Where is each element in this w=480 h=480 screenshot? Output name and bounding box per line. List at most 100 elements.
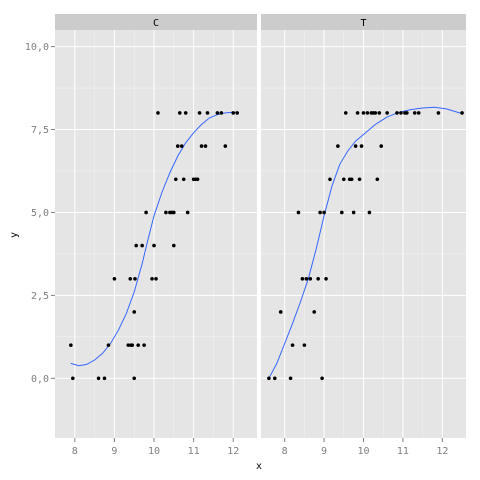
data-point [235,111,239,115]
facet-strip-label: C [153,18,159,29]
data-point [134,243,138,248]
data-point [152,243,156,248]
x-tick-label: 9 [321,446,327,457]
y-tick-label: 10,0 [25,42,49,53]
data-point [416,111,421,115]
data-point [175,144,180,148]
data-point [177,111,182,115]
data-point [353,144,358,148]
data-point [359,144,364,148]
data-point [351,210,356,215]
data-point [436,111,441,115]
data-point [197,111,202,115]
data-point [288,376,293,381]
data-point [412,111,417,115]
data-point [150,276,154,281]
data-point [128,276,133,281]
x-tick-label: 8 [282,446,288,457]
data-point [377,111,382,115]
data-point [340,210,344,215]
data-point [405,111,409,115]
data-point [324,276,328,281]
x-tick-label: 12 [227,446,239,457]
data-point [183,111,188,115]
data-point [302,343,307,347]
data-point [361,111,366,115]
facet-strip-C [55,14,257,30]
data-point [278,310,283,314]
data-point [355,111,360,115]
data-point [336,144,340,148]
data-point [385,111,389,115]
data-point [142,343,146,347]
data-point [130,343,135,347]
data-point [199,144,204,148]
data-point [341,177,346,182]
data-point [156,111,160,115]
data-point [69,343,73,347]
data-point [164,210,168,215]
x-tick-label: 11 [188,446,200,457]
data-point [375,177,380,182]
data-point [320,376,324,381]
data-point [140,243,144,248]
data-point [219,111,224,115]
data-point [223,144,228,148]
data-point [460,111,464,115]
data-point [96,376,101,381]
data-point [328,177,332,182]
data-point [154,276,158,281]
x-tick-label: 10 [357,446,369,457]
data-point [174,177,178,182]
x-tick-label: 9 [111,446,117,457]
data-point [349,177,354,182]
data-point [132,310,137,314]
data-point [316,276,320,281]
data-point [343,111,348,115]
facet-strip-label: T [360,18,366,29]
data-point [300,276,305,281]
data-point [308,276,313,281]
data-point [71,376,75,381]
data-point [367,210,372,215]
data-point [395,111,399,115]
data-point [373,111,378,115]
data-point [304,276,309,281]
data-point [126,343,131,347]
x-tick-label: 8 [72,446,78,457]
data-point [179,144,184,148]
data-point [357,177,362,182]
data-point [322,210,326,215]
data-point [205,111,210,115]
data-point [296,210,301,215]
data-point [399,111,403,115]
panel-background [55,30,257,438]
y-axis-title: y [9,232,20,238]
x-tick-label: 12 [436,446,448,457]
data-point [195,177,200,182]
facet-strip-T [261,14,466,30]
y-tick-label: 5,0 [31,208,49,219]
data-point [272,376,277,381]
x-axis-title: x [256,461,262,472]
data-point [144,210,148,215]
data-point [231,111,236,115]
smooth-curve [268,106,463,379]
data-point [267,376,271,381]
smooth-curve [70,111,238,367]
y-tick-label: 0,0 [31,374,49,385]
data-point [181,177,186,182]
data-point [379,144,384,148]
data-point [290,343,295,347]
data-point [132,376,137,381]
data-point [112,276,117,281]
y-tick-label: 7,5 [31,125,49,136]
data-point [215,111,220,115]
data-point [172,210,176,215]
data-point [106,343,111,347]
x-tick-label: 10 [148,446,160,457]
data-point [102,376,107,381]
data-point [133,276,137,281]
data-point [172,243,176,248]
x-tick-label: 11 [397,446,409,457]
